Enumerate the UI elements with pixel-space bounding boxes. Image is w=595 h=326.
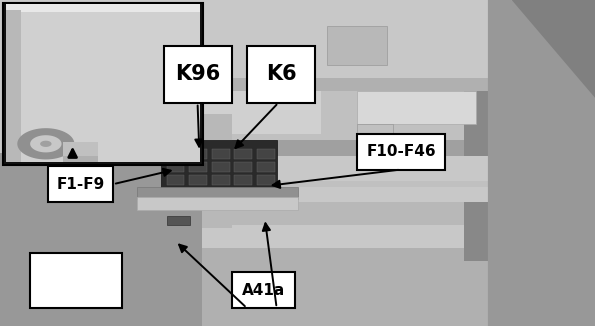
Bar — [212, 162, 230, 172]
Bar — [257, 175, 275, 185]
Bar — [48, 166, 113, 202]
Bar — [212, 149, 230, 159]
Text: A41a: A41a — [242, 283, 285, 298]
Bar — [189, 162, 207, 172]
Bar — [234, 175, 252, 185]
Bar — [161, 140, 277, 191]
Bar — [357, 91, 476, 124]
Bar — [247, 46, 315, 103]
Bar — [202, 0, 595, 326]
Bar — [137, 187, 298, 199]
Bar — [357, 134, 445, 170]
Bar — [202, 187, 512, 202]
Text: K6: K6 — [266, 64, 296, 84]
Bar — [512, 0, 595, 326]
Text: F1-F9: F1-F9 — [56, 177, 105, 192]
Polygon shape — [40, 141, 52, 147]
Bar — [512, 0, 595, 326]
Text: K96: K96 — [175, 64, 221, 84]
Bar — [202, 225, 512, 254]
Bar — [0, 0, 205, 153]
Bar — [137, 197, 298, 210]
Bar — [232, 272, 295, 308]
Bar — [357, 124, 393, 143]
Bar — [62, 156, 98, 162]
Polygon shape — [17, 128, 74, 159]
Bar — [202, 156, 512, 228]
Bar — [167, 216, 190, 225]
Bar — [6, 6, 200, 162]
Bar — [202, 140, 512, 163]
Polygon shape — [30, 135, 61, 153]
Bar — [202, 114, 232, 228]
Bar — [189, 149, 207, 159]
Bar — [167, 175, 184, 185]
Bar — [202, 0, 512, 78]
Bar — [257, 149, 275, 159]
Bar — [3, 3, 203, 165]
Polygon shape — [488, 0, 595, 326]
Bar — [464, 0, 595, 261]
Bar — [234, 149, 252, 159]
Bar — [327, 26, 387, 65]
Bar — [202, 0, 321, 134]
Bar — [189, 175, 207, 185]
Bar — [202, 156, 512, 183]
Bar — [202, 78, 512, 91]
Bar — [0, 153, 202, 326]
Bar — [257, 162, 275, 172]
Bar — [167, 162, 184, 172]
Bar — [6, 4, 200, 12]
Bar — [212, 175, 230, 185]
Text: F10-F46: F10-F46 — [366, 144, 436, 159]
Bar — [62, 142, 98, 157]
Bar — [167, 149, 184, 159]
Bar — [164, 46, 232, 103]
Bar — [234, 162, 252, 172]
Bar — [202, 181, 512, 189]
Bar — [202, 0, 512, 147]
Bar — [202, 248, 512, 326]
Bar — [494, 114, 512, 228]
Bar — [30, 253, 122, 308]
Bar — [6, 9, 21, 162]
